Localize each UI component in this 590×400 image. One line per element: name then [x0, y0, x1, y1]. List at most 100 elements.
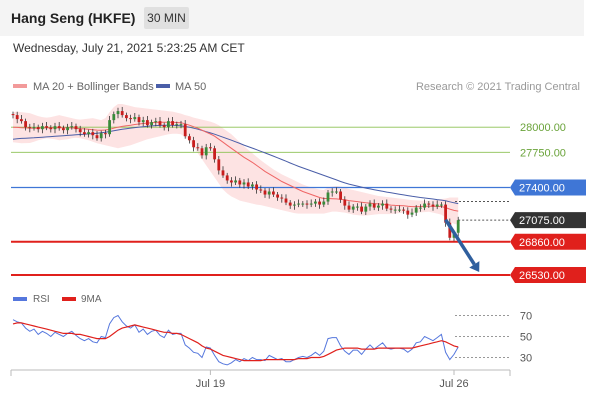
copyright-text: Research © 2021 Trading Central	[416, 81, 580, 93]
candle-up	[234, 180, 237, 183]
rsi-legend: RSI 9MA	[13, 294, 102, 305]
support-level-label: 26860.00	[519, 237, 565, 249]
candle-up	[381, 203, 384, 206]
candle-down	[28, 127, 32, 129]
candle-down	[263, 190, 267, 195]
ma50-legend-label: MA 50	[175, 81, 206, 93]
ma50-legend-swatch	[156, 84, 170, 88]
candles	[11, 106, 460, 242]
candle-up	[167, 121, 170, 128]
candle-up	[456, 220, 460, 233]
header-bar: Hang Seng (HKFE) 30 MIN	[0, 0, 584, 36]
bollinger-bands	[13, 104, 459, 225]
candle-down	[305, 203, 309, 205]
candle-down	[74, 126, 78, 130]
rsi-legend-label: RSI	[33, 294, 50, 305]
pivot-level-tag	[510, 179, 586, 196]
candle-down	[196, 147, 200, 149]
candle-down	[57, 126, 61, 129]
support-level-tag	[510, 266, 586, 283]
forecast-arrow-head	[469, 261, 480, 272]
rsi-tick-label: 70	[520, 311, 532, 323]
candle-up	[398, 209, 401, 211]
candle-up	[293, 204, 296, 206]
candle-down	[272, 191, 275, 195]
candle-up	[251, 184, 254, 187]
price-legend: MA 20 + Bollinger Bands MA 50 Research ©…	[13, 81, 580, 93]
candle-down	[288, 202, 292, 206]
candle-down	[448, 222, 452, 238]
candle-down	[200, 148, 204, 156]
rsi-ma-legend-swatch	[62, 297, 76, 301]
candle-down	[225, 175, 229, 181]
candle-up	[70, 126, 74, 128]
current-level-label: 27075.00	[519, 215, 565, 227]
candle-down	[158, 121, 162, 126]
candle-down	[36, 127, 40, 130]
resistance-level-label: 27750.00	[520, 147, 566, 159]
timestamp: Wednesday, July 21, 2021 5:23:25 AM CET	[13, 41, 245, 55]
candle-down	[49, 127, 53, 130]
candle-up	[99, 133, 103, 139]
candle-down	[137, 117, 141, 123]
candle-up	[351, 206, 355, 210]
current-level-tag	[510, 212, 586, 229]
candle-down	[104, 133, 107, 135]
candle-down	[238, 180, 242, 185]
candle-up	[108, 120, 111, 135]
candle-down	[213, 148, 216, 160]
candle-down	[347, 205, 351, 210]
candle-down	[24, 121, 27, 128]
interval-button[interactable]: 30 MIN	[144, 7, 189, 29]
forecast-arrow	[444, 218, 480, 272]
candle-up	[314, 201, 317, 204]
candle-up	[364, 206, 368, 212]
candle-up	[53, 126, 57, 130]
price-levels	[11, 126, 510, 276]
candle-down	[427, 203, 431, 205]
candle-down	[45, 126, 48, 128]
candle-up	[440, 204, 443, 206]
candle-down	[83, 132, 86, 135]
candle-down	[11, 114, 15, 116]
candle-down	[78, 129, 82, 133]
candle-down	[402, 209, 405, 211]
candle-up	[322, 201, 326, 205]
candle-down	[221, 170, 225, 176]
rsi-tick-label: 30	[520, 353, 532, 365]
candle-up	[410, 212, 414, 215]
candle-down	[183, 124, 187, 137]
candle-up	[377, 205, 380, 208]
candle-up	[133, 117, 137, 120]
candle-up	[435, 204, 439, 207]
candle-down	[259, 189, 263, 191]
candle-up	[41, 126, 44, 130]
candle-up	[112, 114, 116, 121]
candle-up	[326, 192, 330, 202]
ma20-legend-label: MA 20 + Bollinger Bands	[33, 81, 154, 93]
pivot-level-label: 27400.00	[519, 182, 565, 194]
candle-up	[179, 124, 183, 126]
candle-down	[171, 121, 174, 126]
candle-down	[343, 199, 347, 206]
rsi-line	[12, 314, 459, 366]
candle-down	[372, 203, 376, 208]
candle-down	[125, 115, 128, 119]
candle-up	[301, 203, 305, 205]
candle-down	[62, 128, 65, 131]
candle-down	[95, 135, 99, 139]
candle-up	[87, 132, 90, 135]
level-tags: 28000.00 27750.00 27400.00 27075.00 26860.00…	[510, 122, 586, 283]
candle-up	[330, 191, 334, 193]
candle-up	[309, 203, 313, 205]
candle-up	[175, 124, 179, 126]
candle-down	[217, 159, 221, 171]
candle-up	[242, 182, 246, 185]
bollinger-band-area	[13, 104, 459, 225]
candle-up	[368, 203, 372, 207]
candle-up	[32, 127, 36, 129]
candle-down	[406, 210, 410, 215]
candle-down	[431, 204, 435, 207]
rsi-tick-label: 50	[520, 332, 532, 344]
